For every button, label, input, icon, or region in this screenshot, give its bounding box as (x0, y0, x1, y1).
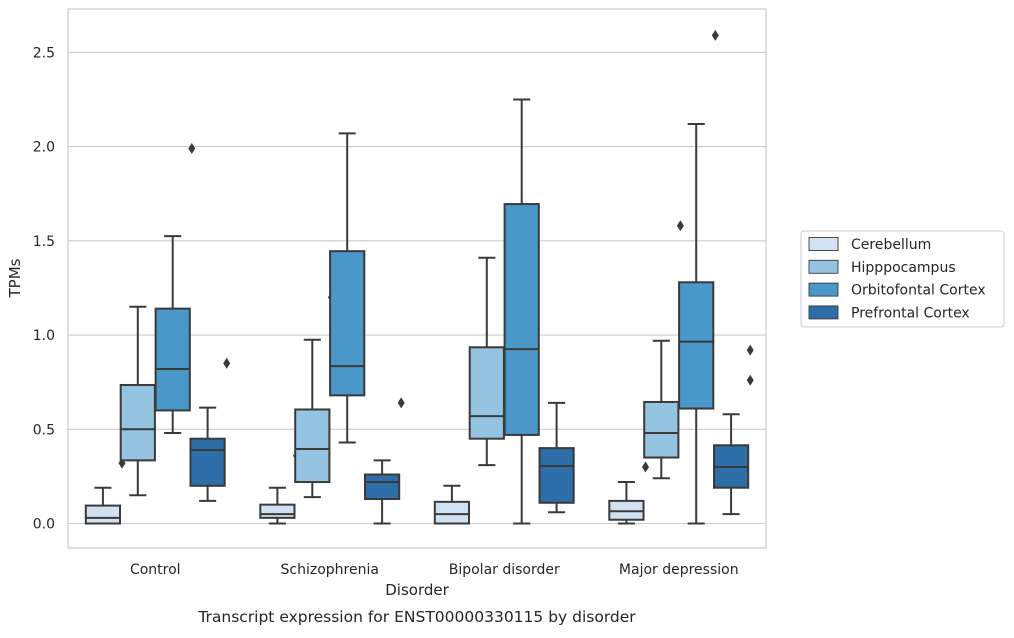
y-tick-label: 1.5 (33, 234, 55, 250)
y-tick-label: 2.5 (33, 45, 55, 61)
box-iqr (503, 203, 540, 436)
legend-frame (800, 230, 1005, 328)
box-iqr (538, 447, 575, 504)
y-tick-label: 2.0 (33, 140, 55, 156)
legend-swatch (808, 259, 839, 274)
box-iqr (119, 383, 156, 462)
legend-label: Hipppocampus (851, 260, 956, 276)
outlier-point (397, 397, 405, 409)
box-iqr (363, 473, 401, 500)
box-iqr (259, 503, 296, 519)
outlier-point (746, 374, 754, 386)
plot-area-frame (67, 8, 767, 549)
box-group (84, 457, 126, 525)
legend-label: Orbitofontal Cortex (851, 283, 986, 299)
box-group (433, 484, 471, 525)
chart-caption: Transcript expression for ENST0000033011… (197, 608, 636, 626)
legend-swatch (808, 237, 839, 251)
box-group (503, 98, 540, 525)
outlier-point (188, 142, 196, 154)
box-iqr (468, 346, 505, 440)
box-iqr (154, 307, 191, 412)
legend-label: Cerebellum (851, 237, 931, 253)
y-tick-label: 0.0 (33, 517, 55, 533)
y-tick-label: 0.5 (33, 422, 55, 438)
outlier-point (711, 29, 719, 41)
x-tick-label: Schizophrenia (281, 562, 379, 578)
legend-swatch (808, 305, 839, 320)
box-group (189, 357, 231, 502)
box-iqr (643, 400, 680, 459)
box-iqr (433, 500, 471, 525)
x-tick-label: Major depression (619, 562, 739, 578)
box-iqr (294, 408, 331, 484)
legend-swatch (808, 282, 839, 297)
x-axis-label: Disorder (385, 581, 449, 599)
outlier-point (676, 220, 684, 232)
box-group (154, 142, 196, 435)
y-axis-ticks: 0.0 0.5 1.0 1.5 2.0 2.5 (33, 45, 55, 532)
box-iqr (678, 281, 715, 410)
box-iqr (84, 504, 122, 525)
outlier-point (223, 357, 231, 369)
x-tick-label: Bipolar disorder (449, 562, 560, 578)
box-group (259, 450, 301, 525)
y-axis-label: TPMs (6, 258, 24, 298)
box-iqr (329, 250, 366, 397)
y-tick-label: 1.0 (33, 328, 55, 344)
box-group (468, 256, 505, 467)
box-group (363, 397, 405, 525)
box-group (712, 344, 754, 516)
box-group (294, 291, 335, 499)
boxes (84, 29, 754, 525)
x-tick-label: Control (130, 562, 181, 578)
outlier-point (746, 344, 754, 356)
legend-label: Prefrontal Cortex (851, 305, 970, 321)
box-group (678, 29, 719, 525)
box-iqr (189, 437, 226, 487)
box-group (643, 220, 684, 480)
outlier-point (642, 461, 650, 473)
box-group (119, 305, 156, 497)
box-group (538, 401, 575, 514)
box-group (329, 132, 366, 444)
x-axis-ticks: Control Schizophrenia Bipolar disorder Majo… (130, 562, 739, 578)
legend: Cerebellum Hipppocampus Orbitofontal Corte… (800, 230, 1005, 328)
box-group (608, 461, 650, 525)
